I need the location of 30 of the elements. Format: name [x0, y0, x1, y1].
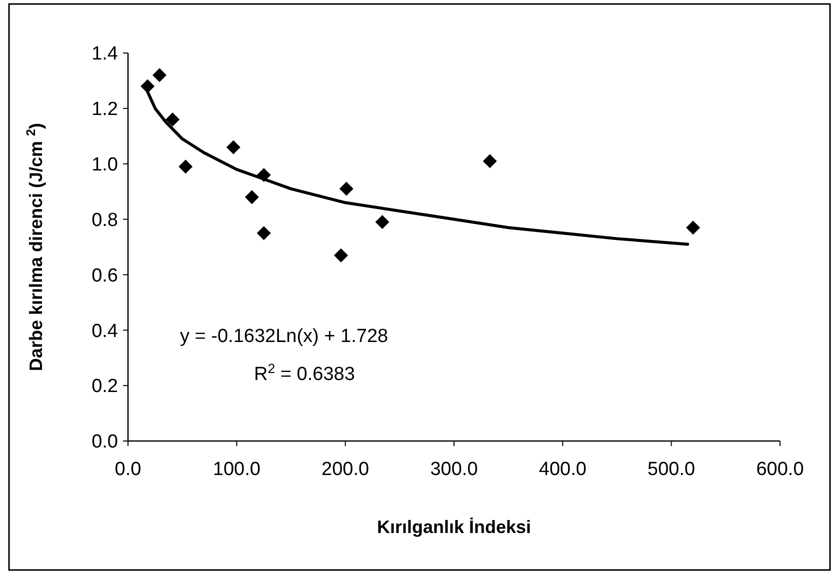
y-tick-label: 0.6 [92, 265, 118, 286]
point [244, 190, 259, 204]
annotation: y = -0.1632Ln(x) + 1.728 [180, 326, 388, 347]
point [686, 220, 700, 235]
x-tick-label: 500.0 [648, 459, 696, 480]
point [140, 79, 155, 94]
point [339, 182, 354, 196]
point [178, 160, 193, 174]
point [256, 226, 271, 240]
point [482, 154, 497, 168]
x-tick-label: 600.0 [756, 459, 804, 480]
x-tick-label: 0.0 [114, 459, 142, 480]
annotation: R$^{2}$ = 0.6383 [254, 360, 355, 385]
x-axis-title: Kırılganlık İndeksi [376, 517, 532, 537]
y-tick-label: 0.8 [92, 210, 118, 231]
y-tick-label: 1.4 [92, 44, 118, 65]
point [375, 215, 390, 230]
point [166, 112, 180, 127]
y-tick-label: 0.2 [92, 376, 118, 398]
x-tick-label: 100.0 [212, 459, 260, 480]
x-tick-label: 200.0 [322, 459, 370, 480]
point [334, 248, 348, 262]
x-tick-label: 300.0 [430, 459, 478, 480]
y-tick-label: 1.2 [92, 99, 118, 120]
point [226, 140, 240, 154]
y-tick-label: 0.4 [92, 320, 118, 342]
y-tick-label: 0.0 [92, 432, 118, 453]
point [152, 68, 167, 82]
y-tick-label: 1.0 [92, 154, 118, 176]
x-tick-label: 400.0 [538, 459, 586, 480]
